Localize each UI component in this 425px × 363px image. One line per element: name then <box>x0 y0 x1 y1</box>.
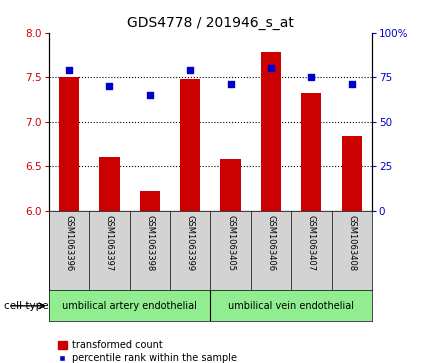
Bar <box>261 52 281 211</box>
Bar <box>342 136 362 211</box>
Point <box>348 81 355 87</box>
Text: GSM1063399: GSM1063399 <box>186 215 195 271</box>
Bar <box>221 159 241 211</box>
Bar <box>59 77 79 211</box>
Point <box>227 81 234 87</box>
Text: cell type: cell type <box>4 301 49 311</box>
Text: GSM1063405: GSM1063405 <box>226 215 235 270</box>
Bar <box>99 157 119 211</box>
Bar <box>180 79 200 211</box>
Point <box>146 92 153 98</box>
Title: GDS4778 / 201946_s_at: GDS4778 / 201946_s_at <box>127 16 294 30</box>
Text: GSM1063398: GSM1063398 <box>145 215 154 271</box>
Point <box>187 67 193 73</box>
Text: umbilical vein endothelial: umbilical vein endothelial <box>228 301 354 311</box>
Point <box>308 74 314 80</box>
Text: GSM1063408: GSM1063408 <box>347 215 356 271</box>
Text: GSM1063407: GSM1063407 <box>307 215 316 271</box>
Point <box>65 67 72 73</box>
Bar <box>140 191 160 211</box>
Point <box>106 83 113 89</box>
Bar <box>301 93 321 211</box>
Text: umbilical artery endothelial: umbilical artery endothelial <box>62 301 197 311</box>
Text: GSM1063397: GSM1063397 <box>105 215 114 271</box>
Text: GSM1063406: GSM1063406 <box>266 215 275 271</box>
Point <box>267 65 274 71</box>
Legend: transformed count, percentile rank within the sample: transformed count, percentile rank withi… <box>54 337 241 363</box>
Text: GSM1063396: GSM1063396 <box>65 215 74 271</box>
